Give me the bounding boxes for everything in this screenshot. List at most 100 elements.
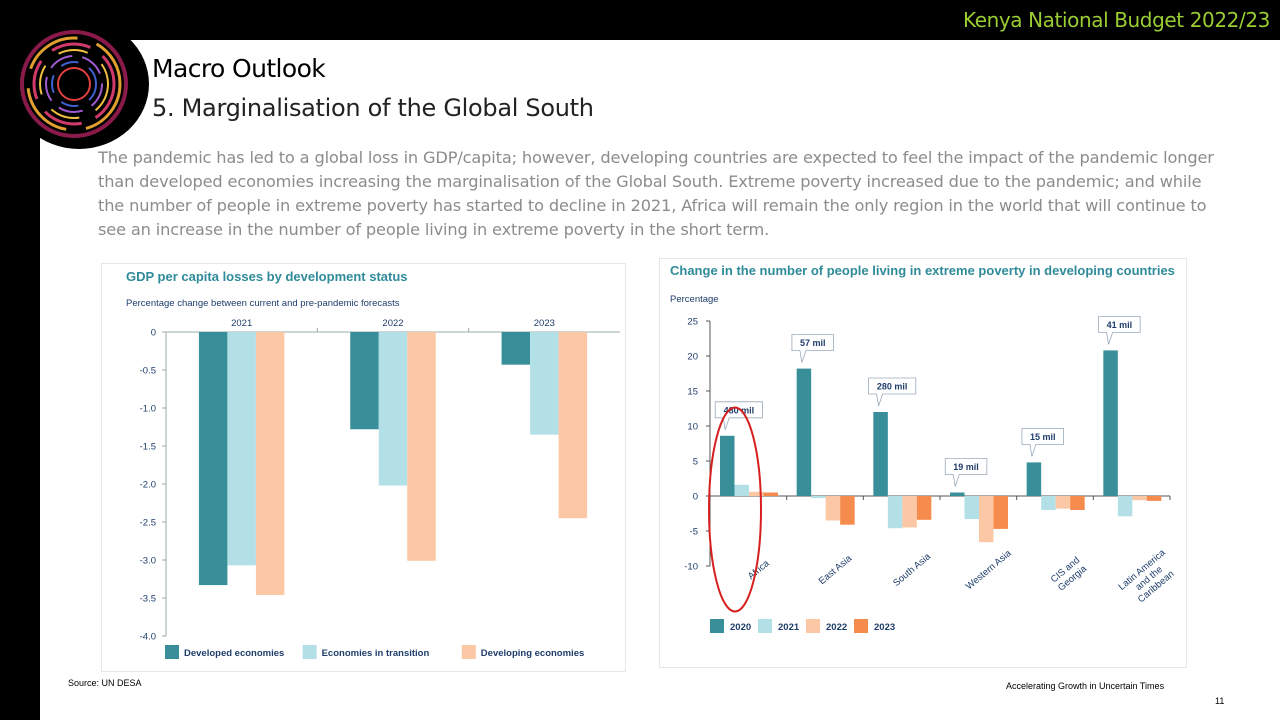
- chart1-y-tick-label: -4.0: [140, 632, 156, 643]
- chart2-y-tick-label: -10: [684, 562, 698, 573]
- chart2-annotation-label: 41 mil: [1107, 320, 1133, 330]
- chart1-y-tick-label: -1.0: [140, 404, 156, 415]
- swirl-logo-icon: [9, 19, 149, 149]
- chart2-legend-swatch: [758, 619, 772, 633]
- chart2-annotation-label: 480 mil: [724, 405, 755, 415]
- chart2-annotation-callout: [714, 401, 763, 430]
- source-note: Source: UN DESA: [68, 678, 142, 688]
- intro-paragraph: The pandemic has led to a global loss in…: [98, 148, 1214, 239]
- chart1-legend-label: Developed economies: [184, 648, 284, 659]
- chart2-y-tick-label: 20: [687, 352, 698, 363]
- chart1-bar: [530, 332, 559, 435]
- chart2-title: Change in the number of people living in…: [670, 263, 1175, 278]
- chart2-bar: [811, 496, 826, 499]
- chart1-y-tick-label: -3.0: [140, 556, 156, 567]
- chart2-bar: [840, 496, 855, 525]
- chart2-bar: [1103, 350, 1118, 496]
- chart2-legend-swatch: [854, 619, 868, 633]
- chart2-annotation-label: 19 mil: [953, 462, 979, 472]
- extreme-poverty-chart-svg: Change in the number of people living in…: [670, 263, 1182, 633]
- chart2-bar: [749, 491, 764, 496]
- chart2-annotation-label: 280 mil: [877, 382, 908, 392]
- chart2-bar: [1070, 496, 1085, 510]
- chart1-legend-swatch: [461, 645, 476, 659]
- chart1-legend-label: Economies in transition: [322, 648, 430, 659]
- chart1-category-label: 2022: [382, 318, 403, 329]
- chart1-bar: [558, 332, 588, 519]
- gdp-losses-chart-svg: GDP per capita losses by development sta…: [126, 269, 620, 659]
- chart2-legend-swatch: [806, 619, 820, 633]
- chart2-y-tick-label: 10: [687, 422, 698, 433]
- chart2-legend-label: 2020: [730, 622, 751, 633]
- chart2-bar: [993, 496, 1008, 529]
- chart2-ylabel: Percentage: [670, 294, 719, 305]
- chart2-annotation-callout: [791, 334, 834, 363]
- chart1-legend-label: Developing economies: [481, 648, 584, 659]
- chart1-legend-swatch: [165, 645, 179, 659]
- chart1-y-tick-label: -3.5: [140, 594, 156, 605]
- chart2-bar: [763, 492, 778, 496]
- chart2-bar: [950, 492, 965, 496]
- chart1-y-tick-label: -0.5: [140, 366, 156, 377]
- gdp-losses-chart: GDP per capita losses by development sta…: [101, 263, 626, 672]
- chart1-y-tick-label: 0: [151, 328, 156, 339]
- chart2-bar: [1117, 496, 1133, 517]
- chart2-bar: [734, 484, 749, 496]
- chart2-africa-highlight: [708, 406, 762, 613]
- chart1-category-label: 2023: [534, 318, 555, 329]
- chart2-bar: [1026, 462, 1042, 496]
- top-bar: [0, 0, 1280, 40]
- chart1-y-tick-label: -2.0: [140, 480, 156, 491]
- chart2-annotation-label: 57 mil: [800, 338, 826, 348]
- chart2-bar: [1041, 496, 1056, 510]
- chart1-bar: [378, 332, 408, 486]
- chart1-bar: [407, 332, 436, 561]
- page-subtitle: 5. Marginalisation of the Global South: [152, 94, 594, 122]
- chart1-legend-swatch: [302, 645, 317, 659]
- chart1-category-label: 2021: [231, 318, 252, 329]
- chart1-bar: [501, 332, 531, 365]
- chart2-legend-label: 2021: [778, 622, 800, 633]
- chart2-bar: [720, 435, 735, 496]
- chart2-bar: [916, 496, 932, 520]
- chart2-y-tick-label: 5: [693, 457, 698, 468]
- footer-tagline: Accelerating Growth in Uncertain Times: [1006, 681, 1165, 691]
- chart2-y-tick-label: 25: [687, 317, 698, 328]
- page-number: 11: [1215, 696, 1225, 706]
- chart2-annotation-callout: [944, 458, 988, 487]
- chart2-annotation-callout: [1021, 428, 1064, 457]
- chart2-bar: [979, 496, 994, 543]
- page-title: Macro Outlook: [152, 54, 326, 83]
- extreme-poverty-chart: Change in the number of people living in…: [659, 258, 1187, 668]
- chart2-bar: [873, 412, 888, 496]
- chart2-legend-label: 2023: [874, 622, 895, 633]
- chart1-bar: [227, 332, 256, 566]
- chart1-y-tick-label: -1.5: [140, 442, 156, 453]
- brand-title: Kenya National Budget 2022/23: [962, 8, 1270, 32]
- chart2-bar: [796, 368, 812, 496]
- chart1-bar: [198, 332, 228, 586]
- chart2-category-label: East Asia: [817, 553, 855, 587]
- chart1-bar: [255, 332, 285, 595]
- chart2-annotation-label: 15 mil: [1030, 432, 1056, 442]
- chart2-y-tick-label: 0: [693, 492, 698, 503]
- chart2-annotation-callout: [1098, 316, 1141, 345]
- chart2-category-label: South Asia: [891, 551, 933, 589]
- chart2-bar: [1132, 496, 1147, 501]
- chart2-bar: [1146, 496, 1162, 501]
- chart2-category-label: Latin Americaand theCaribbean: [1116, 547, 1182, 610]
- chart2-legend-swatch: [710, 619, 724, 633]
- chart2-bar: [964, 496, 979, 520]
- chart1-subtitle: Percentage change between current and pr…: [126, 298, 400, 309]
- chart2-category-label: CIS andGeorgia: [1049, 555, 1090, 594]
- chart2-bar: [887, 496, 903, 529]
- chart2-bar: [902, 496, 917, 528]
- chart2-bar: [1055, 496, 1071, 509]
- chart1-title: GDP per capita losses by development sta…: [126, 269, 408, 284]
- chart2-annotation-callout: [868, 377, 917, 407]
- chart2-bar: [825, 496, 841, 521]
- chart2-y-tick-label: 15: [687, 387, 698, 398]
- chart1-y-tick-label: -2.5: [140, 518, 156, 529]
- chart2-category-label: Western Asia: [964, 547, 1014, 592]
- chart2-category-label: Africa: [746, 558, 772, 582]
